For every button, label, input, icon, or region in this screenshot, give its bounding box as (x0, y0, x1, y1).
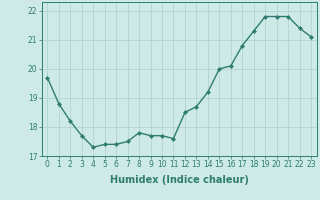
X-axis label: Humidex (Indice chaleur): Humidex (Indice chaleur) (110, 175, 249, 185)
